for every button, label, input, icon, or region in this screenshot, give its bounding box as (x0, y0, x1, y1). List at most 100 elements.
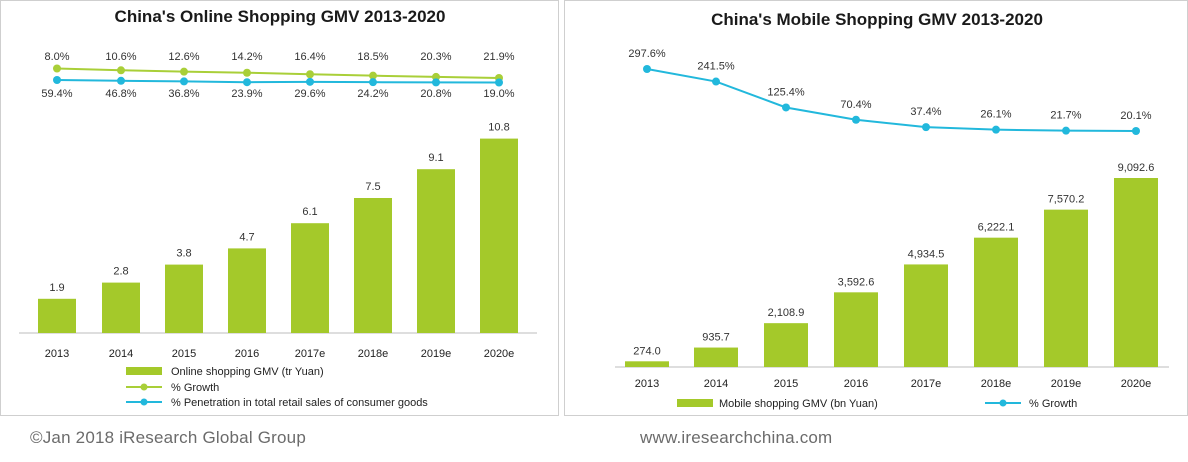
growth-label: 241.5% (697, 61, 735, 73)
bar (38, 298, 76, 333)
growth-point (180, 77, 188, 86)
bar-data-label: 7,570.2 (1048, 194, 1085, 206)
bar-data-label: 9.1 (428, 152, 443, 164)
growth-line (646, 68, 1137, 132)
bar (974, 237, 1018, 367)
bar-data-label: 6,222.1 (978, 222, 1015, 234)
bar (904, 264, 948, 367)
bar (417, 169, 455, 333)
x-tick-label: 2015 (774, 378, 798, 390)
growth-point (432, 78, 440, 87)
legend-bar-swatch (126, 367, 162, 375)
growth-label: 70.4% (840, 99, 871, 111)
bar-data-label: 3.8 (176, 248, 191, 260)
growth-label: 125.4% (767, 86, 805, 98)
penetration-label: 18.5% (357, 51, 388, 63)
growth-point (1132, 127, 1140, 135)
x-tick-label: 2019e (1051, 378, 1082, 390)
penetration-point (369, 71, 377, 80)
growth-point (369, 78, 377, 87)
legend-bar-text: Mobile shopping GMV (bn Yuan) (719, 398, 878, 410)
x-tick-label: 2013 (45, 348, 69, 360)
x-tick-label: 2015 (172, 348, 196, 360)
penetration-point (432, 72, 440, 81)
legend-bar-text: Online shopping GMV (tr Yuan) (171, 366, 324, 378)
growth-label: 24.2% (357, 88, 388, 100)
x-tick-label: 2019e (421, 348, 452, 360)
growth-label: 297.6% (628, 48, 666, 60)
bar-data-label: 7.5 (365, 181, 380, 193)
bar-data-label: 274.0 (633, 345, 661, 357)
bar (764, 323, 808, 367)
growth-point (643, 65, 651, 73)
bar (354, 198, 392, 333)
bar-data-label: 9,092.6 (1118, 162, 1155, 174)
bar (165, 264, 203, 333)
growth-point (992, 125, 1000, 134)
x-tick-label: 2014 (109, 348, 133, 360)
growth-label: 20.1% (1120, 110, 1151, 122)
x-tick-label: 2018e (358, 348, 389, 360)
x-tick-label: 2014 (704, 378, 728, 390)
bar-data-label: 3,592.6 (838, 276, 875, 288)
legend-penetration-marker (140, 398, 148, 406)
copyright-footer: ©Jan 2018 iResearch Global Group (30, 428, 306, 447)
website-footer: www.iresearchchina.com (640, 428, 833, 447)
x-tick-label: 2016 (844, 378, 868, 390)
growth-point (922, 123, 930, 132)
x-tick-label: 2017e (911, 378, 942, 390)
growth-point (117, 76, 125, 85)
penetration-point (53, 64, 61, 73)
penetration-label: 16.4% (294, 51, 325, 63)
growth-label: 29.6% (294, 88, 325, 100)
growth-point (712, 77, 720, 86)
growth-label: 36.8% (168, 88, 199, 100)
mobile-shopping-chart-panel: China's Mobile Shopping GMV 2013-2020 274… (564, 0, 1188, 416)
penetration-label: 21.9% (483, 51, 514, 63)
bar (1114, 178, 1158, 367)
bar (291, 223, 329, 333)
growth-label: 46.8% (105, 88, 136, 100)
legend-penetration-text: % Penetration in total retail sales of c… (171, 397, 428, 409)
penetration-label: 8.0% (44, 51, 69, 63)
growth-point (782, 103, 790, 112)
growth-point (495, 78, 503, 87)
bar (834, 292, 878, 367)
legend-growth-marker (999, 399, 1007, 407)
legend-growth-marker (140, 383, 148, 391)
x-tick-label: 2018e (981, 378, 1012, 390)
penetration-label: 10.6% (105, 51, 136, 63)
bar-data-label: 1.9 (49, 282, 64, 294)
x-tick-label: 2020e (484, 348, 515, 360)
growth-label: 23.9% (231, 88, 262, 100)
bar (694, 347, 738, 367)
penetration-label: 14.2% (231, 51, 262, 63)
bar (102, 282, 140, 333)
x-tick-label: 2020e (1121, 378, 1152, 390)
mobile-shopping-chart: China's Mobile Shopping GMV 2013-2020 274… (615, 10, 1169, 410)
bar-data-label: 4.7 (239, 231, 254, 243)
penetration-point (180, 67, 188, 76)
bar (625, 361, 669, 367)
growth-point (1062, 126, 1070, 135)
penetration-point (306, 70, 314, 79)
penetration-point (117, 66, 125, 75)
growth-label: 20.8% (420, 88, 451, 100)
penetration-label: 12.6% (168, 51, 199, 63)
bar-data-label: 2.8 (113, 266, 128, 278)
online-shopping-chart: China's Online Shopping GMV 2013-2020 1.9… (19, 7, 537, 409)
growth-point (852, 115, 860, 124)
penetration-point (243, 68, 251, 77)
bar-data-label: 6.1 (302, 206, 317, 218)
growth-point (53, 76, 61, 84)
chart-title: China's Mobile Shopping GMV 2013-2020 (711, 10, 1043, 29)
bar (228, 248, 266, 333)
chart-title: China's Online Shopping GMV 2013-2020 (115, 7, 446, 26)
bar-data-label: 10.8 (488, 122, 509, 134)
x-tick-label: 2016 (235, 348, 259, 360)
growth-point (306, 77, 314, 86)
legend-bar-swatch (677, 399, 713, 407)
growth-point (243, 78, 251, 87)
growth-label: 26.1% (980, 109, 1011, 121)
growth-line (56, 79, 500, 84)
